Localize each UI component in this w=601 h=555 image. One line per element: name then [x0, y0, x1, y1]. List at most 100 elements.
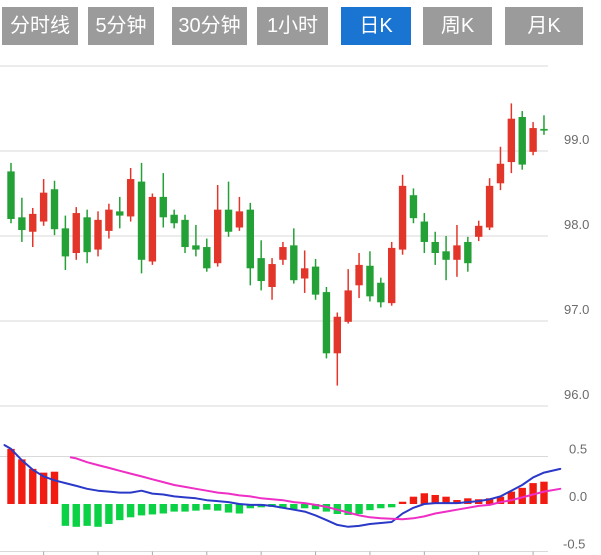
- candle[interactable]: [192, 245, 200, 250]
- candle[interactable]: [431, 241, 439, 253]
- candle[interactable]: [246, 209, 254, 269]
- tab-timeline[interactable]: 分时线: [2, 7, 78, 45]
- candle[interactable]: [420, 221, 429, 242]
- candle[interactable]: [213, 209, 222, 264]
- macd-bar: [192, 504, 200, 511]
- candle[interactable]: [29, 213, 37, 232]
- candle[interactable]: [148, 196, 157, 262]
- candle[interactable]: [507, 118, 516, 163]
- candle[interactable]: [170, 214, 178, 224]
- macd-bar: [300, 504, 309, 509]
- macd-bar: [485, 498, 494, 504]
- candle[interactable]: [442, 251, 450, 260]
- macd-bar: [235, 504, 244, 514]
- macd-bar: [50, 471, 59, 504]
- macd-bar: [518, 487, 526, 504]
- candle[interactable]: [268, 264, 276, 287]
- candle[interactable]: [105, 209, 113, 231]
- tab-daily-k[interactable]: 日K: [341, 7, 411, 45]
- macd-bar: [29, 468, 37, 504]
- macd-label: 0.5: [569, 442, 587, 457]
- dif-polyline: [3, 444, 562, 528]
- candle[interactable]: [333, 316, 342, 354]
- macd-bar: [431, 494, 439, 504]
- candle[interactable]: [540, 128, 548, 131]
- candle[interactable]: [300, 268, 309, 279]
- tab-1hour[interactable]: 1小时: [257, 7, 328, 45]
- candle[interactable]: [39, 192, 48, 222]
- macd-bar: [105, 504, 113, 524]
- macd-bar: [203, 504, 211, 510]
- candle[interactable]: [50, 189, 59, 230]
- candle[interactable]: [279, 247, 287, 260]
- candle[interactable]: [159, 196, 167, 218]
- candle[interactable]: [257, 258, 265, 282]
- tab-monthly-k[interactable]: 月K: [505, 7, 583, 45]
- candle[interactable]: [61, 228, 70, 257]
- candle[interactable]: [224, 209, 233, 232]
- timeframe-tabbar: 分时线 5分钟 30分钟 1小时 日K 周K 月K: [0, 0, 601, 52]
- macd-bar: [18, 459, 26, 504]
- macd-bar: [377, 504, 385, 509]
- candle[interactable]: [453, 245, 461, 260]
- tab-30min[interactable]: 30分钟: [172, 7, 247, 45]
- candle[interactable]: [322, 292, 331, 354]
- candle[interactable]: [181, 219, 189, 248]
- tab-weekly-k[interactable]: 周K: [423, 7, 492, 45]
- candle[interactable]: [83, 217, 91, 253]
- candle[interactable]: [464, 241, 472, 264]
- macd-bar: [224, 504, 233, 513]
- candle[interactable]: [366, 265, 374, 297]
- dea-polyline: [69, 456, 562, 521]
- candle[interactable]: [7, 171, 15, 219]
- macd-label: -0.5: [563, 537, 585, 552]
- macd-bar: [170, 504, 178, 512]
- macd-bar: [246, 504, 254, 509]
- candle[interactable]: [387, 247, 396, 304]
- candle[interactable]: [18, 217, 26, 231]
- macd-bar: [72, 504, 80, 527]
- candle[interactable]: [409, 195, 418, 219]
- macd-bar: [366, 504, 374, 511]
- candle[interactable]: [94, 219, 102, 250]
- candle[interactable]: [475, 225, 483, 237]
- macd-bar: [61, 504, 70, 526]
- macd-bar: [7, 448, 15, 504]
- x-axis-ticks: [43, 551, 534, 555]
- macd-bar: [279, 504, 287, 509]
- macd-bar: [387, 504, 396, 508]
- macd-bar: [159, 504, 167, 514]
- candle[interactable]: [311, 266, 320, 295]
- price-label: 97.0: [564, 302, 589, 317]
- candle[interactable]: [529, 128, 537, 152]
- candle[interactable]: [485, 185, 494, 228]
- dif-line: [3, 444, 562, 528]
- macd-bar: [213, 504, 222, 511]
- tab-5min[interactable]: 5分钟: [88, 7, 154, 45]
- candle[interactable]: [235, 211, 244, 228]
- macd-bar: [181, 504, 189, 512]
- candle[interactable]: [290, 245, 298, 281]
- price-axis-labels: 99.0 98.0 97.0 96.0: [564, 132, 589, 402]
- candle[interactable]: [377, 282, 385, 303]
- macd-label: 0.0: [569, 489, 587, 504]
- candle[interactable]: [496, 163, 505, 184]
- macd-bar: [94, 504, 102, 527]
- candle[interactable]: [203, 247, 211, 269]
- candle[interactable]: [398, 185, 407, 250]
- macd-axis-labels: 0.5 0.0 -0.5: [563, 442, 587, 552]
- macd-bar: [398, 501, 407, 504]
- macd-bar: [453, 500, 461, 504]
- candle[interactable]: [344, 290, 352, 322]
- macd-bar: [420, 493, 429, 504]
- candle[interactable]: [137, 181, 146, 260]
- macd-bar: [311, 504, 320, 510]
- price-label: 98.0: [564, 217, 589, 232]
- candle[interactable]: [116, 211, 124, 216]
- candle[interactable]: [518, 117, 526, 165]
- macd-bar: [507, 491, 516, 504]
- candle[interactable]: [72, 213, 80, 253]
- candle[interactable]: [126, 179, 135, 217]
- candle[interactable]: [355, 264, 363, 286]
